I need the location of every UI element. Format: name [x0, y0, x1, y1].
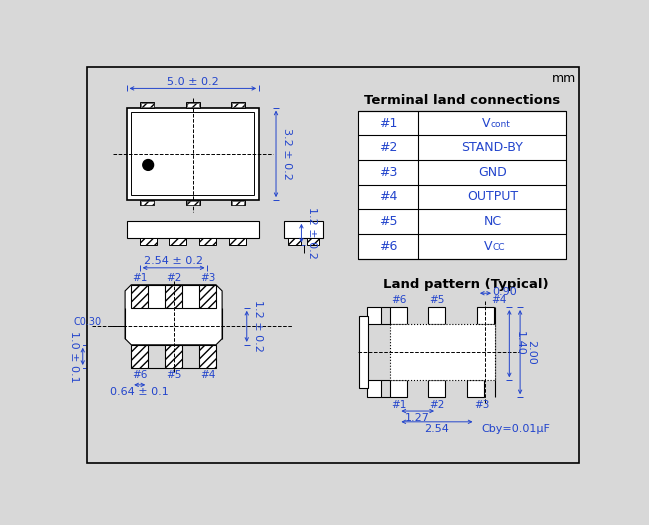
- Bar: [367, 307, 381, 324]
- Bar: [199, 238, 216, 246]
- Bar: [390, 307, 407, 324]
- Polygon shape: [125, 285, 222, 345]
- Text: Cby=0.01μF: Cby=0.01μF: [481, 424, 550, 434]
- Text: Land pattern (Typical): Land pattern (Typical): [384, 278, 549, 291]
- Bar: [131, 345, 148, 368]
- Bar: [428, 380, 445, 397]
- Bar: [390, 324, 495, 380]
- Text: #2: #2: [379, 141, 398, 154]
- Bar: [284, 221, 323, 238]
- Bar: [187, 103, 199, 107]
- Bar: [140, 102, 154, 108]
- Bar: [367, 380, 381, 397]
- Text: 1.2 ± 0.2: 1.2 ± 0.2: [252, 300, 263, 352]
- Bar: [165, 345, 182, 368]
- Text: CC: CC: [493, 243, 505, 253]
- Bar: [358, 111, 567, 259]
- Text: 2.54: 2.54: [424, 424, 449, 434]
- Text: #6: #6: [132, 370, 147, 380]
- Bar: [467, 380, 484, 397]
- Text: Terminal land connections: Terminal land connections: [364, 94, 561, 107]
- Bar: [232, 201, 245, 205]
- Text: #3: #3: [200, 273, 215, 283]
- Bar: [165, 285, 182, 308]
- Text: OUTPUT: OUTPUT: [467, 191, 518, 204]
- Bar: [477, 307, 494, 324]
- Bar: [127, 221, 259, 238]
- Bar: [390, 380, 407, 397]
- Text: #2: #2: [166, 273, 181, 283]
- Bar: [428, 307, 445, 324]
- Text: #5: #5: [429, 295, 445, 305]
- Text: 0.64 ± 0.1: 0.64 ± 0.1: [110, 387, 169, 397]
- Text: 1.2 ± 0.2: 1.2 ± 0.2: [307, 207, 317, 259]
- Text: STAND-BY: STAND-BY: [461, 141, 523, 154]
- Text: #3: #3: [474, 400, 489, 410]
- Text: #1: #1: [391, 400, 406, 410]
- Text: #2: #2: [429, 400, 445, 410]
- Text: NC: NC: [484, 215, 502, 228]
- Bar: [231, 102, 245, 108]
- Bar: [231, 200, 245, 205]
- Text: V: V: [484, 240, 492, 253]
- Text: C0.30: C0.30: [73, 317, 101, 327]
- Text: 1.0 ± 0.1: 1.0 ± 0.1: [69, 331, 79, 382]
- Text: 0.90: 0.90: [493, 287, 517, 297]
- Bar: [169, 238, 186, 246]
- Text: 2.00: 2.00: [526, 340, 536, 364]
- Bar: [140, 238, 156, 246]
- Text: #4: #4: [200, 370, 215, 380]
- Text: 1.27: 1.27: [405, 413, 430, 423]
- Text: #6: #6: [379, 240, 398, 253]
- Bar: [131, 285, 148, 308]
- Bar: [199, 345, 216, 368]
- Bar: [199, 285, 216, 308]
- Bar: [187, 201, 199, 205]
- Bar: [229, 238, 246, 246]
- Bar: [131, 112, 254, 195]
- Text: GND: GND: [478, 166, 507, 179]
- Text: #4: #4: [379, 191, 398, 204]
- Text: #5: #5: [166, 370, 181, 380]
- Text: 5.0 ± 0.2: 5.0 ± 0.2: [167, 77, 219, 87]
- Text: #3: #3: [379, 166, 398, 179]
- Text: mm: mm: [552, 72, 576, 85]
- Bar: [288, 238, 300, 246]
- Text: 1.40: 1.40: [515, 331, 525, 356]
- Bar: [359, 317, 369, 388]
- Bar: [127, 108, 259, 200]
- Bar: [141, 201, 154, 205]
- Text: #6: #6: [391, 295, 406, 305]
- Bar: [186, 200, 200, 205]
- Bar: [307, 238, 319, 246]
- Text: #5: #5: [379, 215, 398, 228]
- Text: cont: cont: [491, 120, 511, 129]
- Bar: [140, 200, 154, 205]
- Text: 3.2 ± 0.2: 3.2 ± 0.2: [282, 128, 292, 180]
- Bar: [141, 103, 154, 107]
- Text: V: V: [482, 117, 491, 130]
- Bar: [232, 103, 245, 107]
- Text: #4: #4: [492, 295, 507, 305]
- Circle shape: [143, 160, 154, 170]
- Text: 2.54 ± 0.2: 2.54 ± 0.2: [144, 256, 203, 266]
- Text: #1: #1: [379, 117, 398, 130]
- Bar: [186, 102, 200, 108]
- Text: #1: #1: [132, 273, 147, 283]
